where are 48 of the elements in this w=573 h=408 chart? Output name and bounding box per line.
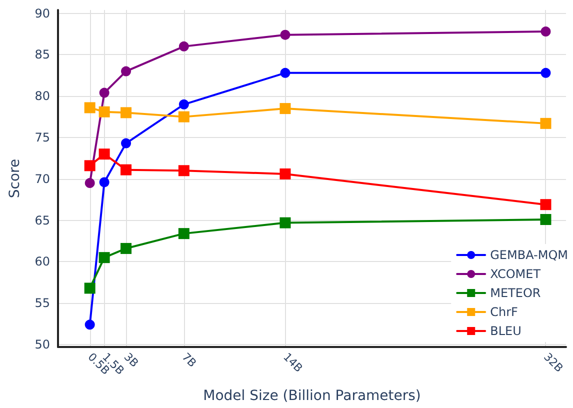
point <box>280 217 291 228</box>
point <box>84 320 95 330</box>
y-tick-label: 80 <box>34 89 50 104</box>
legend-label: XCOMET <box>490 267 542 281</box>
legend-label: BLEU <box>490 324 522 338</box>
legend-label: METEOR <box>490 286 541 300</box>
point <box>84 160 96 172</box>
point <box>540 68 551 78</box>
y-tick-label: 50 <box>34 338 50 352</box>
point <box>178 99 189 110</box>
point <box>280 68 290 78</box>
x-tick-label: 7B <box>179 350 199 370</box>
y-tick-label: 90 <box>34 6 50 20</box>
point <box>84 282 96 294</box>
point <box>84 178 95 188</box>
y-axis-title: Score <box>7 158 23 198</box>
point <box>120 164 132 176</box>
legend-label: ChrF <box>490 305 518 319</box>
point <box>280 30 290 40</box>
point <box>99 88 110 98</box>
point <box>84 102 96 114</box>
y-tick-label: 65 <box>34 213 50 228</box>
point <box>178 165 190 176</box>
point <box>98 106 110 118</box>
point <box>121 138 132 148</box>
point <box>540 118 552 129</box>
y-tick-label: 70 <box>34 172 50 186</box>
point <box>99 177 110 188</box>
y-tick-label: 60 <box>34 254 50 269</box>
y-tick-label: 55 <box>34 296 50 310</box>
point <box>280 168 291 180</box>
point <box>120 242 132 254</box>
y-tick-label: 85 <box>34 48 50 62</box>
legend-label: GEMBA-MQM <box>490 248 568 262</box>
point <box>120 107 132 118</box>
point <box>540 199 552 210</box>
point <box>540 26 551 37</box>
point <box>178 111 190 122</box>
point <box>178 41 189 52</box>
x-tick-label: 14B <box>280 350 306 375</box>
point <box>540 214 552 225</box>
point <box>121 66 132 76</box>
point <box>178 228 190 240</box>
point <box>280 103 291 114</box>
x-axis-title: Model Size (Billion Parameters) <box>203 388 421 404</box>
point <box>98 148 110 160</box>
y-tick-label: 75 <box>34 130 50 145</box>
point <box>98 252 110 264</box>
